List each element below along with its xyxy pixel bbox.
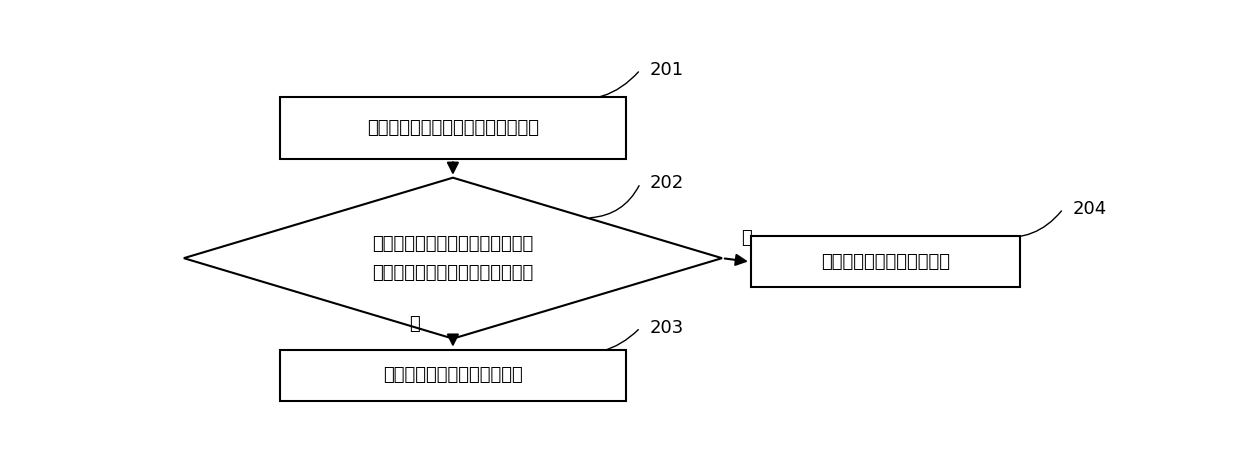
Bar xyxy=(751,236,1021,287)
Text: 203: 203 xyxy=(650,319,684,337)
Text: 维持所述形变物的当前状态: 维持所述形变物的当前状态 xyxy=(821,253,950,271)
Text: 采取措施使得所述形变物膨胀: 采取措施使得所述形变物膨胀 xyxy=(383,366,523,384)
Polygon shape xyxy=(184,178,722,339)
Text: 判断是否需要使所述形变物膨胀？: 判断是否需要使所述形变物膨胀？ xyxy=(372,264,533,282)
Bar xyxy=(280,350,626,401)
Text: 202: 202 xyxy=(650,174,684,192)
Text: 否: 否 xyxy=(742,229,751,247)
Text: 204: 204 xyxy=(1073,200,1107,218)
Text: 201: 201 xyxy=(650,61,684,79)
Text: 是: 是 xyxy=(409,315,420,333)
Bar xyxy=(280,97,626,160)
Text: 获取由所述光源决定的画面的亮度值: 获取由所述光源决定的画面的亮度值 xyxy=(367,119,539,137)
Text: 根据所述画面的亮度值的下降幅度: 根据所述画面的亮度值的下降幅度 xyxy=(372,235,533,253)
